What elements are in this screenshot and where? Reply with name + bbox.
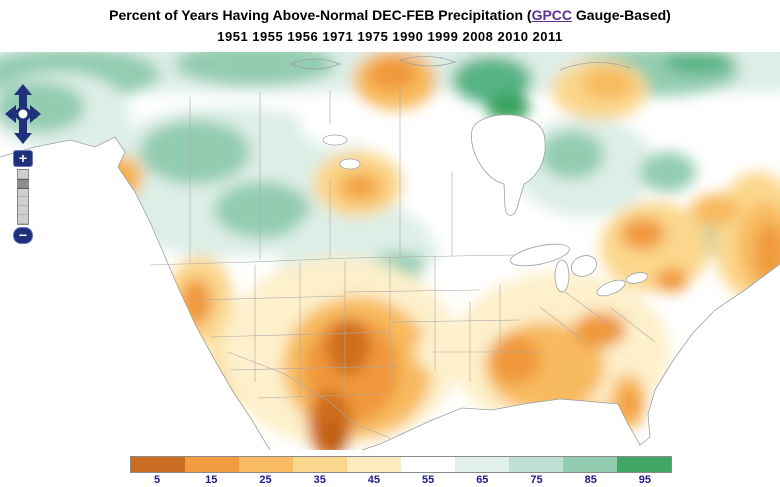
zoom-slider[interactable] — [17, 169, 29, 225]
colorbar-label: 25 — [259, 474, 272, 486]
colorbar-segment — [239, 457, 293, 472]
colorbar-segment — [131, 457, 185, 472]
colorbar-segment — [509, 457, 563, 472]
colorbar-segment — [293, 457, 347, 472]
gpcc-link[interactable]: GPCC — [531, 7, 573, 23]
precipitation-map[interactable] — [0, 52, 780, 450]
pan-left-icon — [5, 105, 16, 123]
header: Percent of Years Having Above-Normal DEC… — [0, 0, 780, 44]
colorbar-segment — [401, 457, 455, 472]
zoom-out-label: − — [18, 227, 28, 243]
years-line: 1951 1955 1956 1971 1975 1990 1999 2008 … — [217, 29, 563, 44]
pan-up-icon — [14, 84, 32, 95]
colorbar-segment — [617, 457, 671, 472]
colorbar-label: 85 — [584, 474, 597, 486]
zoom-in-label: + — [18, 150, 28, 166]
title-prefix: Percent of Years Having Above-Normal DEC… — [109, 7, 532, 23]
colorbar-label: 65 — [476, 474, 489, 486]
pan-control[interactable] — [5, 84, 41, 144]
colorbar-segment — [347, 457, 401, 472]
colorbar-label: 55 — [421, 474, 435, 486]
zoom-slider-handle[interactable] — [17, 179, 29, 189]
pan-compass-icon — [5, 84, 41, 144]
colorbar-label: 45 — [367, 474, 381, 486]
pan-down-icon — [14, 133, 32, 144]
title-suffix: Gauge-Based) — [572, 7, 671, 23]
zoom-in-button[interactable]: + — [13, 150, 33, 167]
colorbar-label: 35 — [313, 474, 326, 486]
colorbar-segment — [563, 457, 617, 472]
colorbar-segment — [455, 457, 509, 472]
colorbar-label: 75 — [530, 474, 543, 486]
colorbar — [130, 456, 672, 473]
page-title: Percent of Years Having Above-Normal DEC… — [0, 7, 780, 23]
colorbar-segment — [185, 457, 239, 472]
pan-right-icon — [30, 105, 41, 123]
colorbar-label: 15 — [205, 474, 218, 486]
colorbar-label: 5 — [154, 474, 161, 486]
zoom-out-button[interactable]: − — [13, 227, 33, 244]
map-container: + − — [0, 52, 780, 450]
colorbar-labels: 5 15 25 35 45 55 65 75 85 95 — [130, 474, 672, 486]
colorbar-label: 95 — [638, 474, 652, 486]
